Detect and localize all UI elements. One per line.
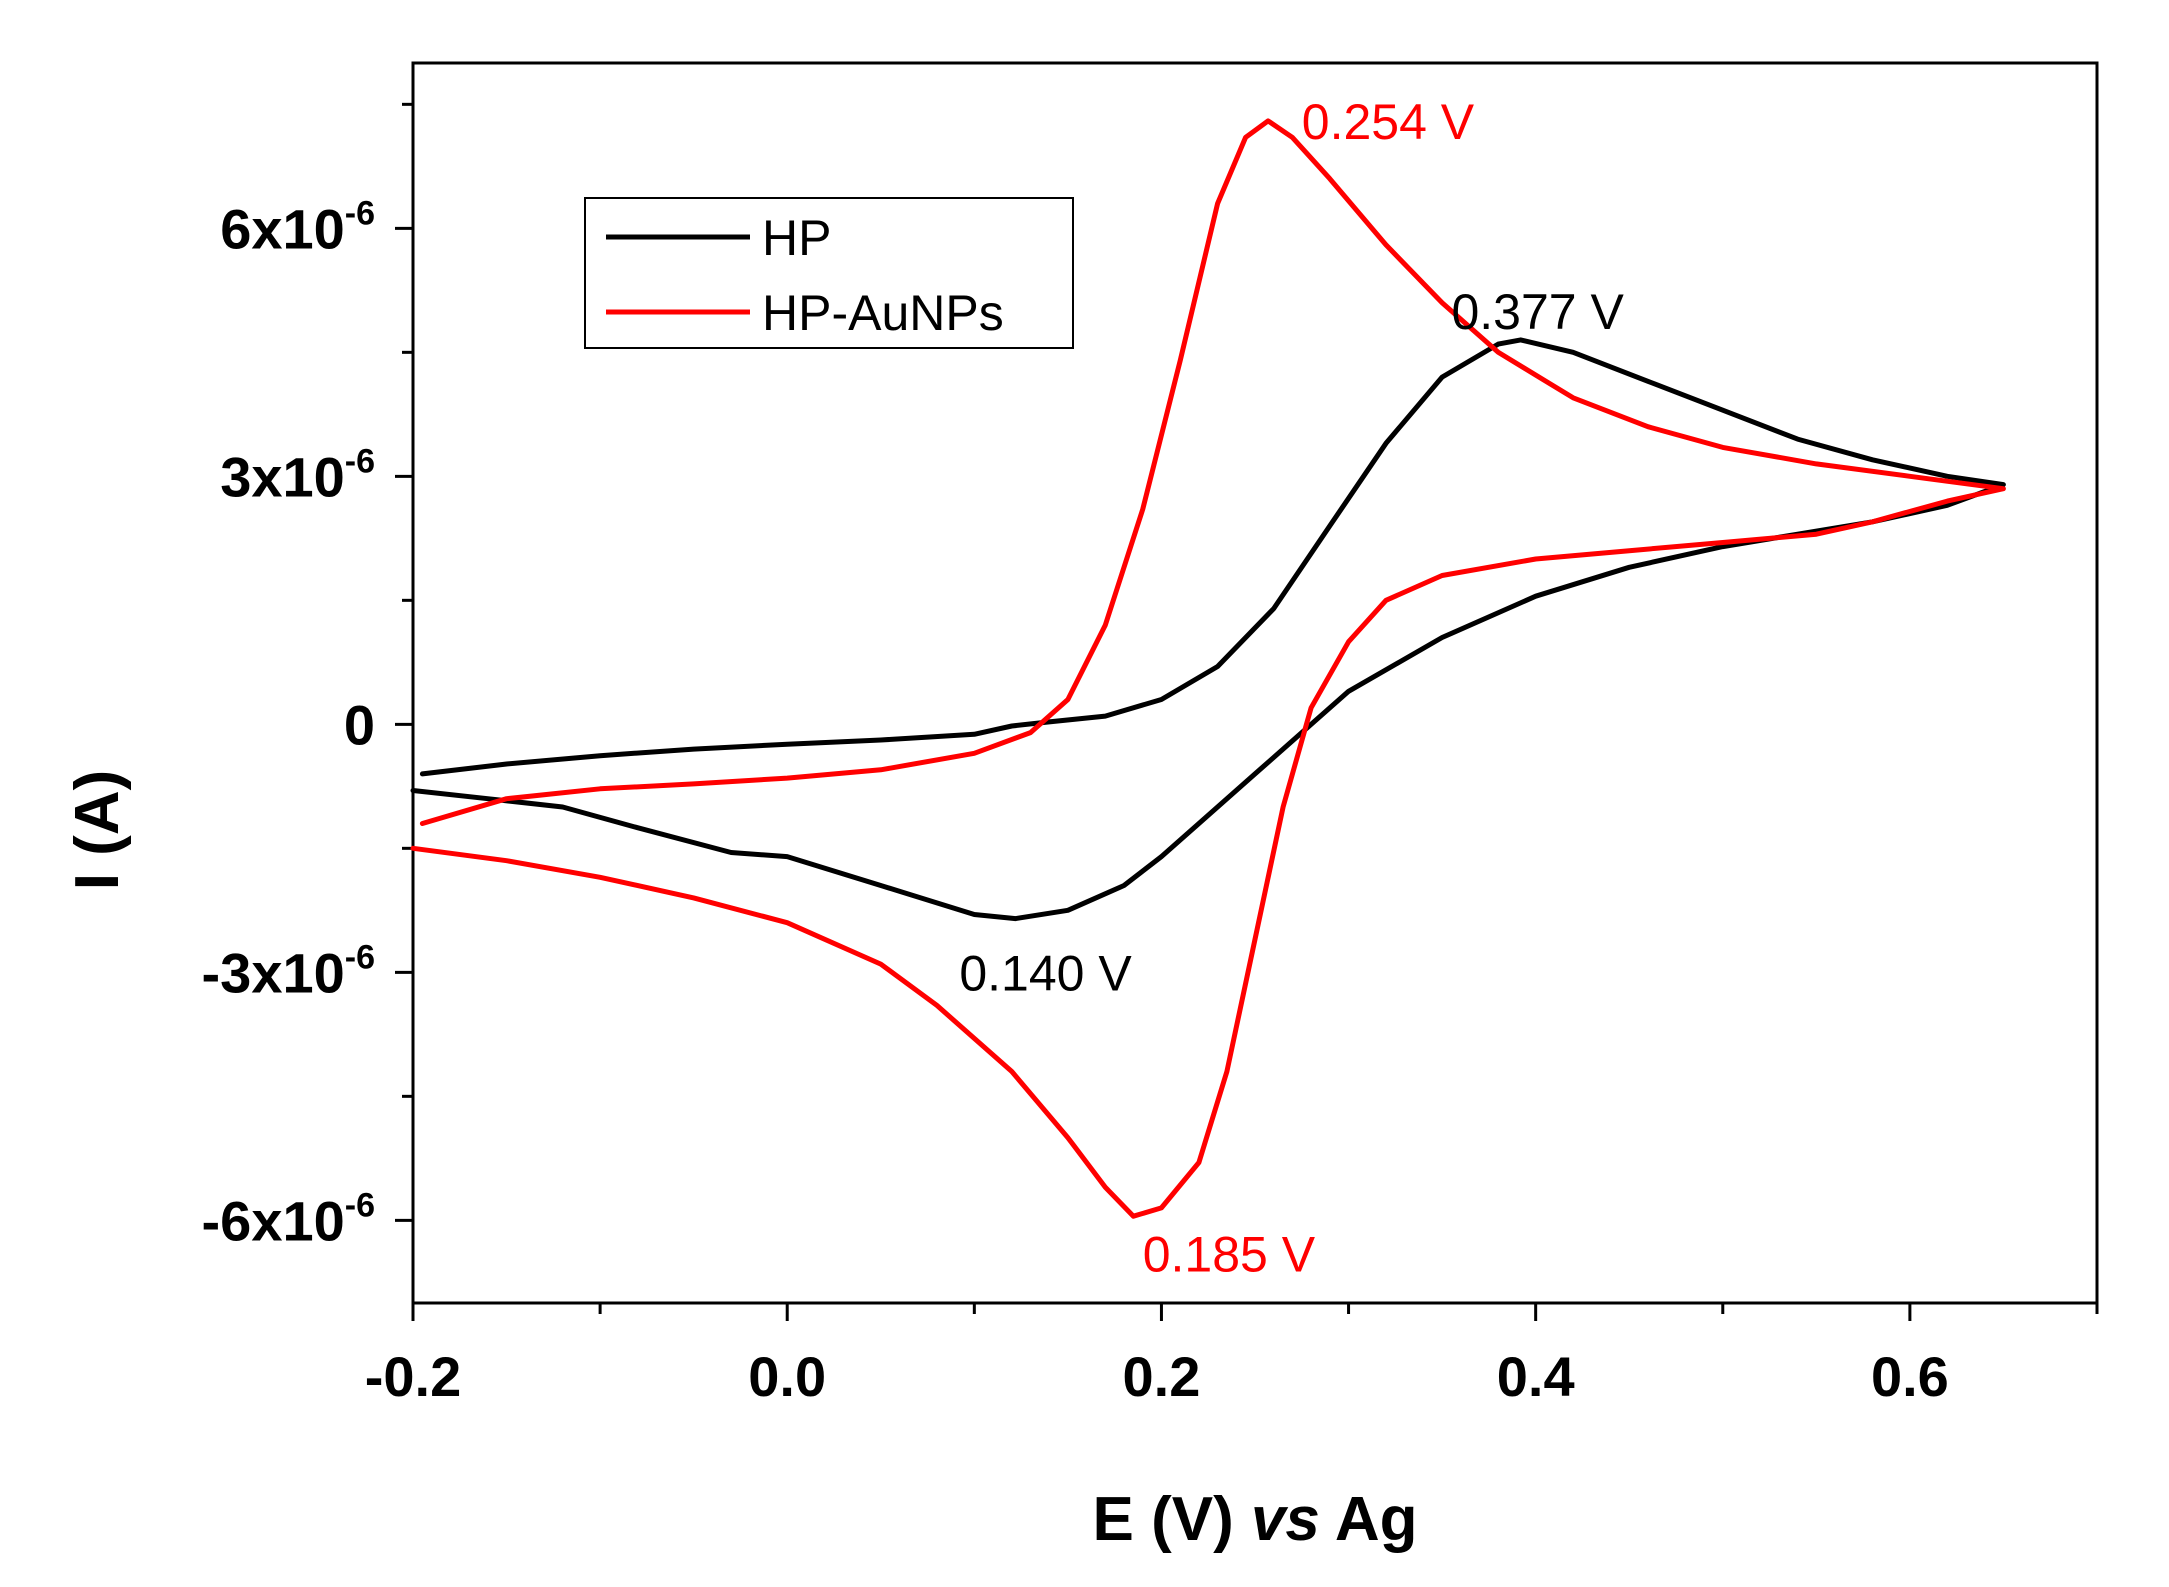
y-tick-label-0: 6x10-6 xyxy=(220,194,375,260)
legend: HP HP-AuNPs xyxy=(584,197,1074,349)
x-axis-title-suffix: Ag xyxy=(1320,1485,1418,1554)
y-tick-label-base-0: 6x10 xyxy=(220,197,345,260)
tick-layer xyxy=(395,102,2099,1321)
peak-annotation-3: 0.185 V xyxy=(1143,1226,1316,1282)
legend-box xyxy=(584,197,1074,349)
y-axis-title: I (A) xyxy=(63,770,132,891)
y-tick-label-1: 3x10-6 xyxy=(220,442,375,508)
peak-annotation-0: 0.254 V xyxy=(1302,94,1475,150)
peak-annotation-2: 0.140 V xyxy=(959,945,1132,1001)
y-tick-label-base-1: 3x10 xyxy=(220,445,345,508)
y-tick-label-2: 0 xyxy=(344,693,375,756)
label-layer: -0.2 0.0 0.2 0.4 0.66x10-63x10-60-3x10-6-6x1… xyxy=(202,94,1949,1408)
y-tick-label-base-4: -6x10 xyxy=(202,1189,345,1252)
y-tick-label-4: -6x10-6 xyxy=(202,1186,375,1252)
peak-annotation-1: 0.377 V xyxy=(1451,284,1624,340)
y-tick-label-3: -3x10-6 xyxy=(202,938,375,1004)
x-tick-label-1: 0.0 xyxy=(748,1345,826,1408)
x-tick-label-0: -0.2 xyxy=(365,1345,462,1408)
legend-label-hp: HP xyxy=(762,210,831,266)
y-tick-label-base-2: 0 xyxy=(344,693,375,756)
x-axis-title: E (V) vs Ag xyxy=(1093,1485,1418,1554)
legend-label-hp-aunps: HP-AuNPs xyxy=(762,285,1004,341)
series-line-hp-aunps xyxy=(410,118,2006,1219)
series-line-hp xyxy=(410,337,2006,922)
y-tick-label-exponent-0: -6 xyxy=(345,194,375,232)
y-tick-label-exponent-1: -6 xyxy=(345,442,375,480)
y-tick-label-exponent-3: -6 xyxy=(345,938,375,976)
x-tick-label-2: 0.2 xyxy=(1123,1345,1201,1408)
x-axis-title-prefix: E (V) xyxy=(1093,1485,1251,1554)
x-tick-label-4: 0.6 xyxy=(1871,1345,1949,1408)
x-axis-title-vs: vs xyxy=(1251,1485,1320,1554)
y-tick-label-exponent-4: -6 xyxy=(345,1186,375,1224)
series-layer xyxy=(410,118,2006,1219)
x-tick-label-3: 0.4 xyxy=(1497,1345,1575,1408)
y-tick-label-base-3: -3x10 xyxy=(202,941,345,1004)
plot-frame xyxy=(411,61,2099,1305)
